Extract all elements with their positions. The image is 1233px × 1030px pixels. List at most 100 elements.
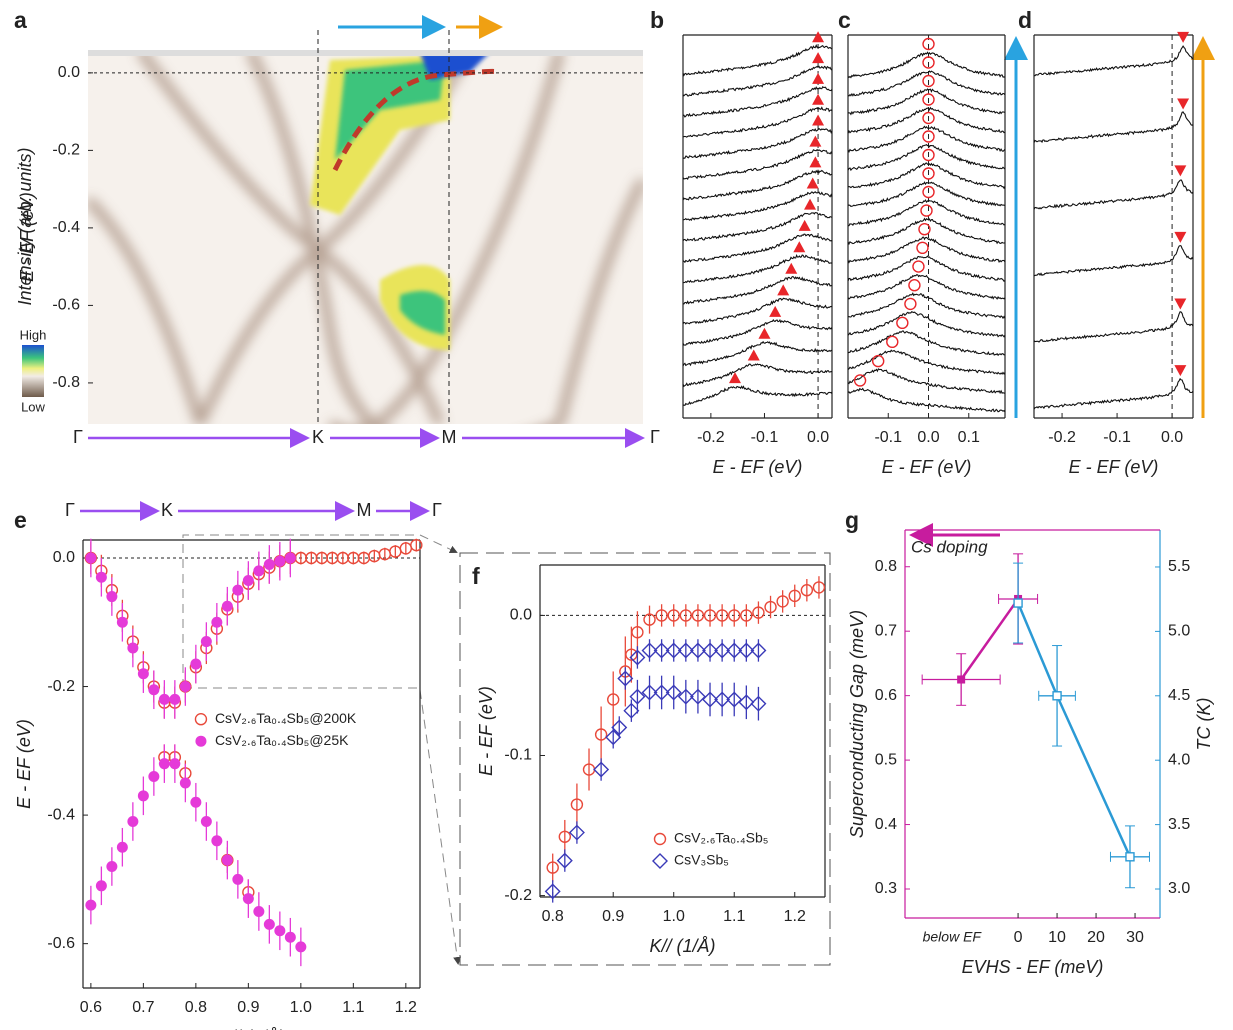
point — [274, 925, 286, 937]
y-axis-label: Intensity (arb. units) — [15, 147, 35, 305]
x-tick-label: 10 — [1048, 929, 1066, 946]
spectrum-curve — [683, 85, 833, 118]
y2-axis-label: TC (K) — [1194, 698, 1214, 751]
peak-marker — [1174, 165, 1187, 177]
y-tick-label: 0.3 — [875, 880, 897, 897]
path-label: M — [357, 500, 372, 520]
spectrum-curve — [847, 144, 1006, 172]
x-tick-label: 0.9 — [237, 999, 259, 1016]
spectrum-curve — [682, 65, 833, 97]
spectrum-curve — [1033, 245, 1194, 277]
point — [221, 854, 233, 866]
spectrum-curve — [682, 340, 833, 367]
point — [148, 771, 160, 783]
point — [594, 728, 608, 741]
peak-marker — [747, 349, 760, 361]
colorbar-label: High — [20, 327, 47, 342]
colorbar — [22, 345, 44, 397]
x-tick-label: -0.2 — [697, 429, 725, 446]
point — [750, 695, 767, 712]
peak-marker — [1177, 98, 1190, 110]
point — [920, 204, 933, 217]
path-label: Γ — [73, 427, 83, 447]
point — [253, 565, 265, 577]
x-axis-label: K// (1/Å) — [649, 936, 715, 956]
legend-label: CsV₂.₆Ta₀.₄Sb₅@25K — [215, 732, 349, 748]
point — [957, 675, 966, 684]
x-tick-label: 1.0 — [290, 999, 312, 1016]
point — [812, 581, 826, 594]
legend-label: CsV₂.₆Ta₀.₄Sb₅ — [674, 830, 768, 846]
point — [546, 861, 559, 874]
point — [1052, 691, 1062, 701]
point — [853, 374, 867, 387]
point — [728, 609, 741, 622]
point — [617, 670, 634, 687]
legend-label: CsV₃Sb₅ — [674, 852, 729, 868]
peak-marker — [798, 219, 811, 231]
spectrum-curve — [847, 274, 1006, 300]
x-tick-label: 0.0 — [917, 429, 939, 446]
legend-marker — [194, 713, 208, 726]
x-tick-label: 20 — [1087, 929, 1105, 946]
point — [232, 873, 244, 885]
point — [904, 297, 917, 311]
spectrum-curve — [847, 236, 1006, 264]
spectrum-curve — [682, 233, 833, 264]
x-tick-label: -0.1 — [1103, 429, 1131, 446]
point — [179, 681, 191, 693]
point — [922, 111, 935, 125]
path-label: K — [161, 500, 173, 520]
spectrum-curve — [847, 162, 1006, 190]
spectrum-curve — [847, 106, 1006, 134]
point — [1013, 598, 1023, 608]
x-tick-label: 0.8 — [542, 908, 564, 925]
y-tick-label: -0.4 — [52, 219, 80, 236]
point — [629, 688, 646, 705]
x-tick-label: 1.1 — [342, 999, 364, 1016]
point — [190, 796, 202, 808]
point — [641, 642, 658, 659]
panel-label: c — [838, 7, 851, 33]
y-tick-label: 0.0 — [58, 64, 80, 81]
point — [702, 691, 719, 708]
point — [689, 642, 706, 659]
peak-marker — [777, 284, 790, 296]
point — [284, 552, 296, 564]
legend-label: CsV₂.₆Ta₀.₄Sb₅@200K — [215, 710, 357, 726]
point — [750, 642, 767, 659]
point — [922, 167, 935, 180]
point — [629, 649, 646, 666]
series-line — [960, 598, 1020, 681]
legend-marker — [195, 735, 207, 747]
point — [137, 668, 149, 680]
x-tick-label: below EF — [923, 929, 983, 945]
spectrum-curve — [847, 330, 1005, 357]
x-axis-label: E - EF (eV) — [713, 457, 803, 477]
peak-marker — [728, 372, 741, 384]
x-tick-label: 1.2 — [784, 908, 806, 925]
point — [568, 824, 585, 841]
point — [137, 790, 149, 802]
point — [127, 642, 139, 654]
point — [211, 616, 223, 628]
point — [158, 693, 170, 705]
spectrum-curve — [1034, 45, 1194, 77]
point — [726, 691, 743, 708]
panel-label: g — [845, 507, 859, 533]
point — [295, 941, 307, 953]
point — [558, 830, 572, 843]
x-tick-label: 30 — [1126, 929, 1144, 946]
point — [715, 609, 729, 622]
point — [702, 642, 719, 659]
point — [665, 642, 682, 659]
x-tick-label: 0.6 — [80, 999, 102, 1016]
point — [912, 260, 925, 273]
point — [570, 798, 584, 811]
point — [922, 130, 935, 143]
point — [922, 185, 935, 199]
y-tick-label: -0.2 — [52, 142, 80, 159]
point — [158, 758, 170, 770]
x-tick-label: 0.0 — [807, 429, 829, 446]
